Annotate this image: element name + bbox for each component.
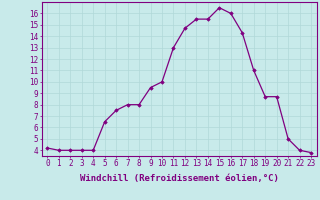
X-axis label: Windchill (Refroidissement éolien,°C): Windchill (Refroidissement éolien,°C) — [80, 174, 279, 183]
